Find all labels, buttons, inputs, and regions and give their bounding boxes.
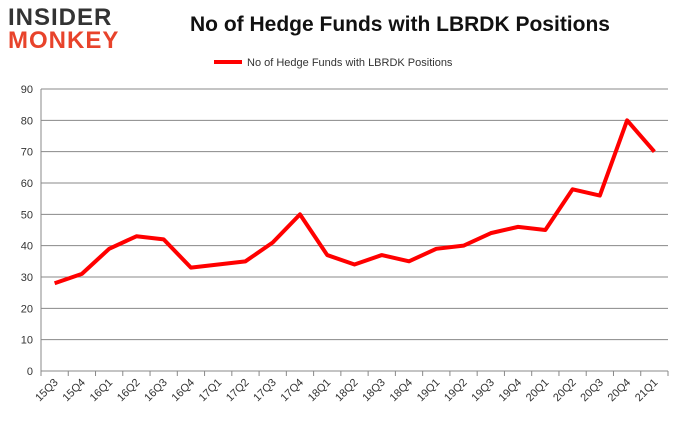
x-tick-label: 20Q1 [524,377,552,405]
x-tick-label: 18Q4 [388,377,416,405]
x-tick-label: 20Q3 [578,377,606,405]
x-tick-label: 16Q1 [88,377,116,405]
y-tick-label: 30 [21,272,33,284]
series-line [53,118,656,286]
x-tick-label: 17Q4 [279,377,307,405]
x-tick-label: 20Q4 [606,377,634,405]
y-tick-label: 20 [21,303,33,315]
y-tick-label: 60 [21,178,33,190]
y-tick-label: 40 [21,241,33,253]
logo-line1: INSIDER [8,4,113,31]
x-tick-label: 19Q2 [442,377,470,405]
chart-title: No of Hedge Funds with LBRDK Positions [190,13,610,36]
y-tick-label: 70 [21,147,33,159]
y-tick-label: 50 [21,209,33,221]
x-tick-label: 19Q1 [415,377,443,405]
legend-label: No of Hedge Funds with LBRDK Positions [247,57,453,69]
x-tick-label: 15Q3 [33,377,61,405]
x-tick-label: 19Q3 [469,377,497,405]
x-tick-label: 20Q2 [551,377,579,405]
x-tick-label: 18Q3 [360,377,388,405]
insider-monkey-logo: INSIDER MONKEY [8,4,120,54]
x-tick-label: 18Q1 [306,377,334,405]
x-tick-label: 16Q2 [115,377,143,405]
y-tick-label: 0 [27,366,33,378]
x-tick-label: 17Q2 [224,377,252,405]
x-tick-label: 17Q1 [197,377,225,405]
x-tick-label: 17Q3 [251,377,279,405]
x-tick-label: 18Q2 [333,377,361,405]
y-tick-label: 90 [21,84,33,96]
x-tick-label: 21Q1 [633,377,661,405]
x-tick-label: 16Q4 [170,377,198,405]
x-tick-label: 19Q4 [497,377,525,405]
logo-line2: MONKEY [8,27,120,54]
x-tick-label: 15Q4 [60,377,88,405]
y-tick-label: 10 [21,335,33,347]
x-tick-label: 16Q3 [142,377,170,405]
y-tick-label: 80 [21,115,33,127]
